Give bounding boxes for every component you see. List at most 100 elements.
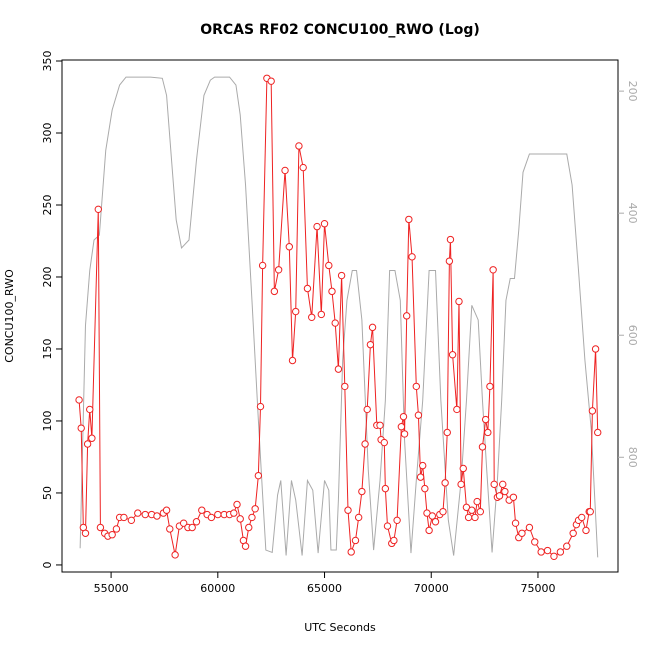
data-point xyxy=(586,507,594,516)
data-point xyxy=(179,519,188,527)
data-point xyxy=(390,536,398,545)
data-point xyxy=(486,382,494,391)
data-point xyxy=(331,319,339,327)
data-point xyxy=(127,516,136,525)
data-point xyxy=(402,312,411,320)
data-point xyxy=(351,536,360,545)
data-point xyxy=(419,461,427,470)
data-point xyxy=(258,261,267,270)
y-tick-label: 200 xyxy=(41,266,54,287)
data-point xyxy=(341,382,349,391)
data-point xyxy=(337,271,346,280)
data-point xyxy=(241,542,250,550)
data-point xyxy=(405,215,413,224)
data-point xyxy=(495,492,504,500)
data-point xyxy=(134,509,142,517)
data-point xyxy=(313,222,321,231)
data-point xyxy=(325,261,333,270)
data-point xyxy=(88,434,96,442)
data-point xyxy=(425,526,433,535)
y-tick-label: 50 xyxy=(41,486,54,500)
x-tick-label: 60000 xyxy=(200,582,235,595)
data-point xyxy=(414,411,423,419)
data-point xyxy=(511,519,520,527)
data-point xyxy=(481,415,490,424)
data-point xyxy=(166,525,174,533)
y-tick-label: 150 xyxy=(41,338,54,359)
x-tick-label: 75000 xyxy=(520,582,555,595)
data-point xyxy=(501,487,509,496)
data-point xyxy=(320,220,329,228)
data-point xyxy=(428,512,437,520)
data-point xyxy=(267,77,275,85)
data-point xyxy=(594,428,602,437)
data-point xyxy=(537,548,545,556)
data-point xyxy=(236,515,244,523)
data-point xyxy=(383,522,392,530)
data-point xyxy=(484,428,492,437)
data-point xyxy=(556,548,565,556)
data-point xyxy=(308,313,316,321)
data-point xyxy=(347,548,355,556)
data-point xyxy=(361,440,369,448)
data-point xyxy=(344,506,352,514)
data-point xyxy=(439,507,447,516)
y2-tick-label: 200 xyxy=(626,81,639,102)
y2-tick-label: 400 xyxy=(626,203,639,224)
chart-title: ORCAS RF02 CONCU100_RWO (Log) xyxy=(200,22,480,38)
data-point xyxy=(248,513,256,522)
data-point xyxy=(455,297,463,306)
data-point xyxy=(471,513,479,522)
y2-tick-label: 600 xyxy=(626,325,639,346)
data-point xyxy=(518,529,526,537)
data-point xyxy=(499,480,507,489)
data-point xyxy=(376,421,384,429)
data-point xyxy=(254,471,263,480)
data-point xyxy=(445,257,454,265)
data-point xyxy=(358,487,366,496)
data-point xyxy=(478,443,487,451)
data-point xyxy=(171,551,179,559)
data-point xyxy=(288,356,297,365)
data-point xyxy=(251,505,259,513)
data-point xyxy=(393,516,401,525)
data-point xyxy=(94,205,102,214)
data-point xyxy=(363,405,371,414)
series-line xyxy=(79,76,599,558)
data-point xyxy=(457,480,465,489)
data-point xyxy=(399,412,408,421)
data-point xyxy=(188,523,196,532)
data-point xyxy=(245,523,253,532)
y2-tick-label: 800 xyxy=(626,447,639,468)
data-point xyxy=(525,523,534,532)
data-point xyxy=(464,513,473,522)
data-point xyxy=(303,284,312,293)
data-point xyxy=(531,538,539,546)
data-point xyxy=(292,307,300,316)
data-point xyxy=(550,552,558,561)
data-point xyxy=(368,323,377,332)
data-point xyxy=(446,235,455,244)
data-point xyxy=(473,497,481,506)
data-point xyxy=(366,340,375,349)
x-tick-label: 65000 xyxy=(307,582,342,595)
data-point xyxy=(108,531,116,539)
data-point xyxy=(476,507,485,516)
y-axis-label: CONCU100_RWO xyxy=(3,269,16,363)
data-point xyxy=(509,493,518,501)
data-point xyxy=(198,506,206,514)
data-point xyxy=(431,518,440,526)
data-point xyxy=(380,438,388,447)
data-point xyxy=(591,345,600,353)
data-point xyxy=(578,513,586,522)
plot-frame xyxy=(61,59,619,573)
data-point xyxy=(416,473,425,481)
data-point xyxy=(397,423,406,431)
data-point xyxy=(468,506,476,514)
data-point xyxy=(83,440,92,448)
data-point xyxy=(112,525,121,533)
data-point xyxy=(412,382,421,391)
data-point xyxy=(207,513,216,522)
data-point xyxy=(214,510,222,519)
